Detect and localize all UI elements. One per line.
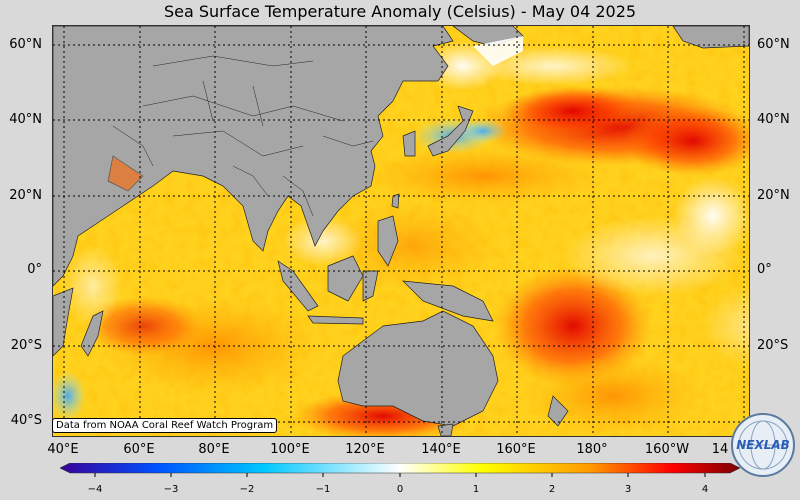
land-new-guinea bbox=[402, 280, 494, 322]
land-borneo bbox=[327, 255, 364, 302]
map-frame bbox=[52, 25, 750, 437]
lat-label-left: 40°S bbox=[10, 413, 42, 428]
lon-label: 140°E bbox=[421, 442, 461, 457]
lon-label: 160°E bbox=[496, 442, 536, 457]
map-title: Sea Surface Temperature Anomaly (Celsius… bbox=[163, 2, 637, 21]
land-australia bbox=[337, 310, 499, 427]
land-masses bbox=[53, 26, 749, 436]
lat-label-right: 20°S bbox=[757, 338, 789, 353]
land-java bbox=[307, 315, 364, 325]
lon-label: 100°E bbox=[270, 442, 310, 457]
data-credit: Data from NOAA Coral Reef Watch Program bbox=[52, 418, 278, 433]
colorbar-tick-label: 3 bbox=[624, 484, 632, 495]
country-borders bbox=[112, 55, 374, 217]
land-alaska bbox=[672, 26, 749, 49]
colorbar-tick-label: 0 bbox=[396, 484, 404, 495]
colorbar-tick-label: −1 bbox=[315, 484, 331, 495]
land-new-zealand bbox=[547, 395, 569, 427]
graticule bbox=[53, 26, 749, 436]
land-asia-africa bbox=[53, 26, 454, 287]
lon-label: 180° bbox=[576, 442, 608, 457]
land-arabia-gulf bbox=[107, 155, 144, 192]
lon-label: 60°E bbox=[123, 442, 155, 457]
logo-text: NEXLAB bbox=[736, 438, 790, 452]
lat-label-left: 60°N bbox=[9, 37, 42, 52]
land-taiwan bbox=[391, 193, 400, 209]
sst-anomaly-map bbox=[53, 26, 749, 436]
colorbar bbox=[60, 463, 740, 477]
land-japan bbox=[427, 105, 474, 157]
lon-label: 160°W bbox=[644, 442, 690, 457]
land-philippines bbox=[377, 215, 399, 267]
land-korea bbox=[402, 130, 416, 157]
colorbar-tick-label: −2 bbox=[239, 484, 255, 495]
nexlab-logo: NEXLAB bbox=[731, 413, 795, 477]
colorbar-tick-label: 1 bbox=[472, 484, 480, 495]
lon-label: 40°E bbox=[47, 442, 79, 457]
lon-label: 120°E bbox=[345, 442, 385, 457]
land-tasmania bbox=[437, 423, 454, 436]
colorbar-tick-label: 2 bbox=[548, 484, 556, 495]
lat-label-right: 40°N bbox=[757, 112, 790, 127]
land-kamchatka bbox=[473, 36, 523, 66]
colorbar-tick-label: −4 bbox=[87, 484, 103, 495]
lat-label-right: 20°N bbox=[757, 188, 790, 203]
colorbar-body bbox=[60, 463, 740, 474]
colorbar-tick-label: −3 bbox=[163, 484, 179, 495]
lat-label-left: 0° bbox=[27, 262, 42, 277]
lon-label: 14 bbox=[711, 442, 729, 457]
lat-label-left: 40°N bbox=[9, 112, 42, 127]
colorbar-tick-label: 4 bbox=[701, 484, 709, 495]
lat-label-left: 20°N bbox=[9, 188, 42, 203]
lon-label: 80°E bbox=[198, 442, 230, 457]
colorbar-ticks bbox=[94, 473, 706, 477]
land-africa-east bbox=[53, 287, 74, 357]
lat-label-right: 60°N bbox=[757, 37, 790, 52]
land-sumatra bbox=[277, 260, 319, 312]
lat-label-right: 0° bbox=[757, 262, 772, 277]
lat-label-left: 20°S bbox=[10, 338, 42, 353]
